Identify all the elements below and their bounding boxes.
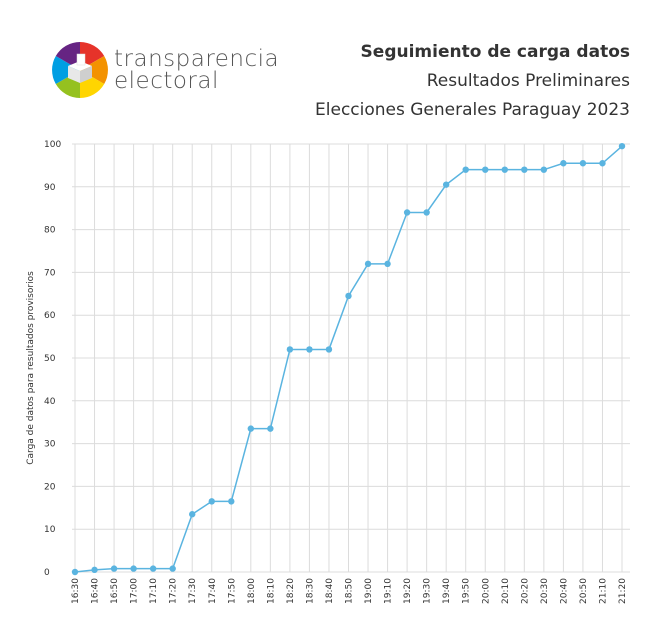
y-tick-label: 70: [44, 268, 56, 278]
y-tick-label: 20: [44, 482, 56, 492]
x-tick-label: 19:20: [403, 578, 413, 604]
data-point: [403, 209, 411, 216]
y-tick-label: 30: [44, 440, 56, 450]
data-point: [364, 260, 372, 268]
data-point: [501, 166, 508, 173]
data-point: [579, 160, 587, 167]
y-tick-label: 60: [44, 311, 56, 321]
x-tick-label: 18:30: [305, 578, 315, 604]
data-point: [345, 292, 352, 300]
data-point: [462, 166, 469, 173]
x-tick-label: 18:00: [247, 578, 257, 604]
x-tick-label: 20:20: [520, 578, 530, 604]
x-tick-label: 18:50: [345, 578, 355, 604]
data-point: [306, 346, 313, 353]
data-point: [169, 565, 176, 572]
data-point: [325, 346, 333, 353]
x-tick-label: 18:10: [266, 578, 276, 604]
chart-title: Seguimiento de carga datos: [360, 42, 630, 62]
x-tick-label: 17:40: [208, 578, 218, 604]
x-tick-label: 17:00: [130, 578, 140, 604]
x-tick-label: 18:40: [325, 578, 335, 604]
x-tick-label: 17:10: [149, 578, 159, 604]
y-tick-label: 80: [44, 226, 56, 236]
x-tick-label: 19:40: [442, 578, 452, 604]
data-point: [71, 568, 79, 576]
chart-titles: Seguimiento de carga datos Resultados Pr…: [315, 38, 630, 125]
grid: [72, 143, 630, 573]
logo-text-line2: electoral: [114, 68, 219, 94]
y-tick-label: 0: [44, 568, 50, 578]
chart-subtitle-2: Elecciones Generales Paraguay 2023: [315, 100, 630, 120]
data-point: [521, 166, 528, 173]
y-axis-ticks: 0 10 20 30 40 50 60 70 80 90 100: [44, 140, 61, 578]
x-tick-label: 21:10: [598, 578, 608, 604]
data-point: [286, 346, 294, 353]
y-tick-label: 90: [44, 183, 56, 193]
logo-wordmark: transparencia electoral: [114, 46, 280, 94]
x-tick-label: 16:40: [91, 578, 101, 604]
x-tick-label: 17:20: [169, 578, 179, 604]
data-point: [599, 160, 606, 167]
data-point: [247, 425, 255, 432]
data-point: [540, 166, 548, 173]
x-tick-label: 20:40: [559, 578, 569, 604]
x-tick-label: 20:10: [501, 578, 511, 604]
data-point: [618, 142, 626, 150]
x-tick-label: 19:10: [384, 578, 394, 604]
data-point: [228, 498, 235, 505]
ballot-box-logo-icon: [52, 42, 108, 98]
y-tick-label: 10: [44, 525, 56, 535]
data-point: [267, 425, 274, 432]
data-point: [442, 181, 450, 188]
data-point: [560, 160, 567, 167]
y-tick-label: 50: [44, 354, 56, 364]
x-tick-label: 18:20: [286, 578, 296, 604]
data-point: [110, 565, 118, 572]
x-tick-label: 16:30: [71, 578, 81, 604]
logo-text-line1: transparencia: [114, 46, 280, 72]
data-point: [189, 511, 196, 518]
x-tick-label: 21:20: [618, 578, 628, 604]
data-point: [149, 565, 157, 572]
data-point: [208, 498, 215, 505]
chart-subtitle: Resultados Preliminares: [426, 71, 630, 91]
x-tick-label: 20:50: [579, 578, 589, 604]
data-point: [130, 565, 137, 572]
x-tick-label: 19:50: [462, 578, 472, 604]
data-point: [423, 209, 430, 216]
x-tick-label: 16:50: [110, 578, 120, 604]
y-axis-label: Carga de datos para resultados provisori…: [26, 271, 36, 465]
x-tick-label: 17:30: [188, 578, 198, 604]
series-layer: [71, 142, 626, 576]
data-point: [91, 566, 98, 574]
data-point: [384, 260, 391, 268]
x-axis-ticks: 16:30 16:40 16:50 17:00 17:10 17:20 17:30 17:40…: [71, 578, 628, 604]
x-tick-label: 20:00: [481, 578, 491, 604]
x-tick-label: 20:30: [540, 578, 550, 604]
y-tick-label: 40: [44, 397, 56, 407]
data-point: [482, 166, 489, 173]
x-tick-label: 17:50: [227, 578, 237, 604]
x-tick-label: 19:30: [423, 578, 433, 604]
x-tick-label: 19:00: [364, 578, 374, 604]
logo: transparencia electoral: [52, 42, 279, 98]
y-tick-label: 100: [44, 140, 61, 150]
